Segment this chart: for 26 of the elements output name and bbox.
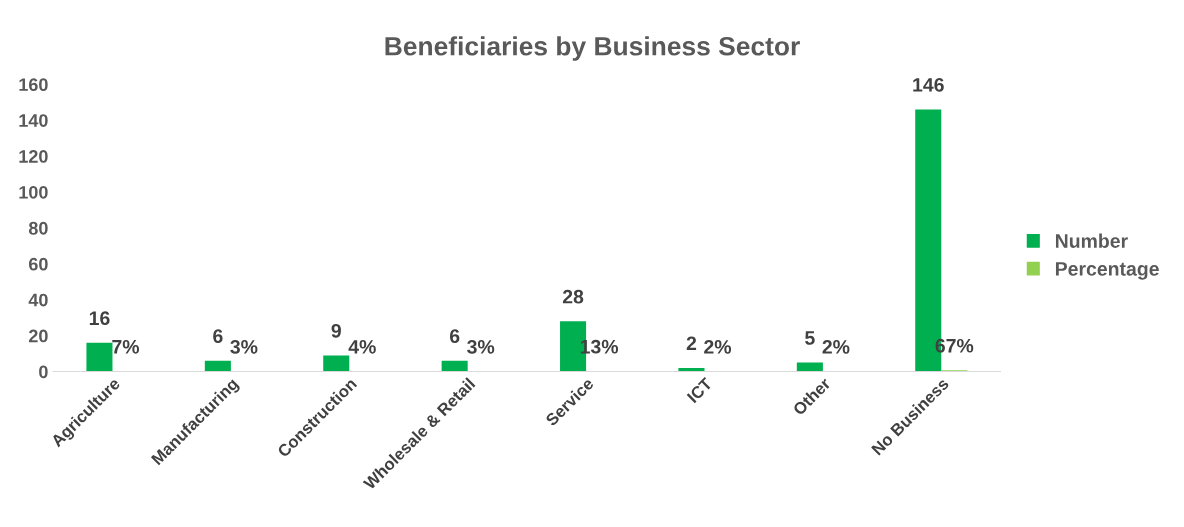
data-label: 9 [331,323,341,338]
y-tick-label: 140 [19,114,48,127]
legend-label: Number [1055,233,1128,248]
y-tick-label: 20 [28,329,48,343]
data-label: 16 [89,311,110,326]
x-tick-label: ICT [686,376,714,404]
y-tick-label: 100 [19,185,48,199]
data-label: 5 [805,331,815,345]
data-label: 6 [213,329,223,344]
data-label: 2% [704,340,732,354]
y-tick-label: 60 [29,257,48,271]
data-label: 6 [449,329,460,344]
data-label: 2 [686,336,697,351]
data-label: 146 [913,77,944,92]
y-tick-label: 160 [19,78,48,92]
chart-title: Beneficiaries by Business Sector [385,36,800,61]
y-tick-label: 120 [19,150,48,163]
data-label: 28 [562,289,584,304]
y-tick-label: 80 [28,221,48,235]
data-label: 4% [348,340,376,354]
y-tick-label: 0 [39,365,48,379]
data-label: 3% [230,339,258,354]
legend-label: Percentage [1055,262,1159,280]
data-label: 3% [467,339,495,354]
data-label: 2% [822,340,850,354]
y-tick-label: 40 [28,293,48,307]
